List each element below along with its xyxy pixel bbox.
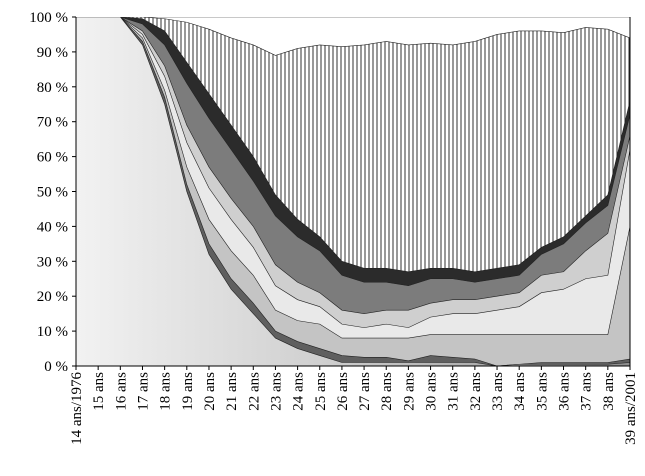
- x-axis-ticks: 14 ans/1976 15 ans 16 ans 17 ans 18 ans 19 an…: [69, 366, 639, 445]
- x-tick-label: 25 ans: [313, 372, 329, 411]
- x-tick-label: 34 ans: [512, 372, 528, 411]
- x-tick-label: 14 ans/1976: [69, 372, 85, 445]
- y-tick-label: 80 %: [37, 80, 68, 96]
- y-tick-label: 100 %: [29, 10, 68, 26]
- y-tick-label: 20 %: [37, 289, 68, 305]
- x-tick-label: 37 ans: [579, 372, 595, 411]
- x-tick-label: 29 ans: [401, 372, 417, 411]
- x-tick-label: 24 ans: [291, 372, 307, 411]
- x-tick-label: 26 ans: [335, 372, 351, 411]
- y-axis-ticks: 0 % 10 % 20 % 30 % 40 % 50 % 60 % 70 % 80 % 90 % 1…: [29, 10, 76, 375]
- y-tick-label: 70 %: [37, 115, 68, 131]
- x-tick-label: 32 ans: [468, 372, 484, 411]
- x-tick-label: 20 ans: [202, 372, 218, 411]
- x-tick-label: 28 ans: [379, 372, 395, 411]
- x-tick-label: 35 ans: [534, 372, 550, 411]
- x-tick-label: 19 ans: [180, 372, 196, 411]
- area-bands: [76, 17, 630, 366]
- x-tick-label: 15 ans: [91, 372, 107, 411]
- x-tick-label: 39 ans/2001: [623, 372, 639, 445]
- x-tick-label: 38 ans: [601, 372, 617, 411]
- x-tick-label: 21 ans: [224, 372, 240, 411]
- y-tick-label: 30 %: [37, 254, 68, 270]
- x-tick-label: 17 ans: [135, 372, 151, 411]
- x-tick-label: 33 ans: [490, 372, 506, 411]
- x-tick-label: 18 ans: [158, 372, 174, 411]
- y-tick-label: 90 %: [37, 45, 68, 61]
- x-tick-label: 36 ans: [557, 372, 573, 411]
- y-tick-label: 40 %: [37, 219, 68, 235]
- x-tick-label: 23 ans: [268, 372, 284, 411]
- y-tick-label: 0 %: [44, 359, 68, 375]
- x-tick-label: 27 ans: [357, 372, 373, 411]
- x-tick-label: 31 ans: [446, 372, 462, 411]
- y-tick-label: 50 %: [37, 185, 68, 201]
- y-tick-label: 10 %: [37, 324, 68, 340]
- y-tick-label: 60 %: [37, 150, 68, 166]
- area-band-1: [76, 17, 630, 366]
- x-tick-label: 16 ans: [113, 372, 129, 411]
- x-tick-label: 30 ans: [424, 372, 440, 411]
- x-tick-label: 22 ans: [246, 372, 262, 411]
